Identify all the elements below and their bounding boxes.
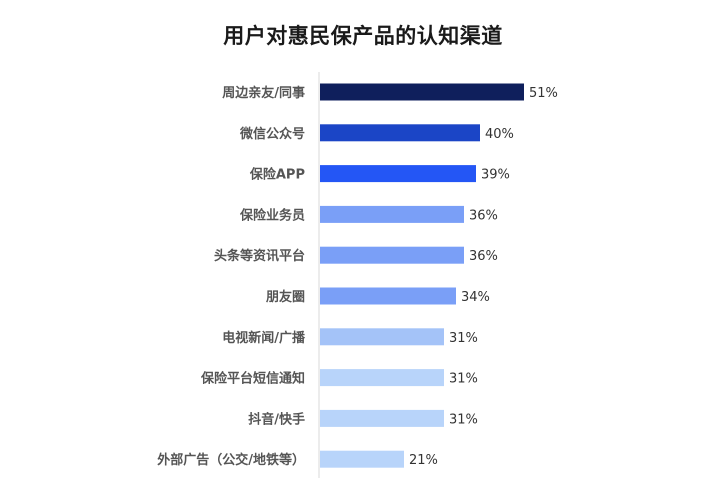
category-label: 微信公众号 — [239, 126, 305, 142]
bar — [320, 246, 464, 264]
bar — [320, 124, 480, 142]
bar — [320, 328, 444, 346]
category-label: 保险平台短信通知 — [200, 371, 305, 387]
category-label: 外部广告（公交/地铁等） — [156, 452, 305, 468]
value-label: 31% — [449, 372, 478, 387]
value-label: 36% — [469, 208, 498, 223]
bar — [320, 450, 404, 468]
value-label: 21% — [409, 453, 438, 468]
category-label: 保险APP — [249, 167, 305, 183]
value-label: 39% — [481, 168, 510, 183]
category-label: 朋友圈 — [265, 289, 305, 305]
bar — [320, 287, 456, 305]
value-label: 31% — [449, 331, 478, 346]
category-label: 电视新闻/广播 — [222, 330, 306, 346]
category-label: 抖音/快手 — [248, 411, 305, 427]
bar — [320, 83, 524, 101]
value-label: 51% — [529, 86, 558, 101]
bar — [320, 165, 476, 183]
category-label: 头条等资讯平台 — [214, 248, 305, 264]
chart-title: 用户对惠民保产品的认知渠道 — [223, 24, 503, 48]
value-label: 36% — [469, 249, 498, 264]
bar — [320, 369, 444, 387]
value-label: 34% — [461, 290, 490, 305]
category-label: 周边亲友/同事 — [222, 85, 305, 101]
bar — [320, 205, 464, 223]
bar — [320, 409, 444, 427]
value-label: 40% — [485, 127, 514, 142]
value-label: 31% — [449, 412, 478, 427]
category-label: 保险业务员 — [239, 207, 305, 223]
